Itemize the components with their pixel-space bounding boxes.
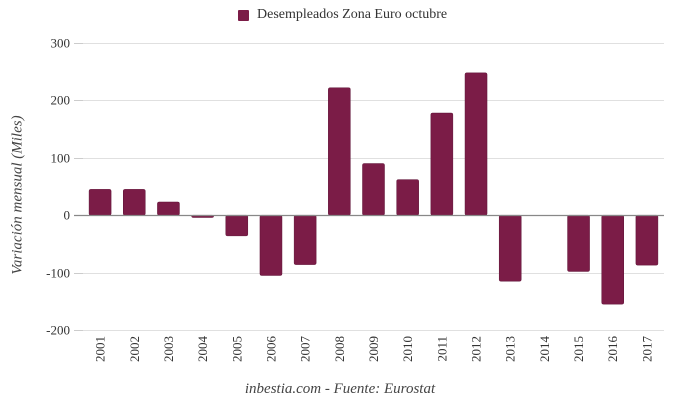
bar-2011[interactable]: [430, 112, 454, 216]
x-tick-label: 2009: [366, 336, 381, 362]
bar-2003[interactable]: [157, 201, 180, 216]
x-axis-ticks: 2001 2002 2003 2004 2005 2006 2007 2008 2009 2010…: [93, 336, 655, 363]
bar-2007[interactable]: [293, 214, 317, 265]
bar-2015[interactable]: [567, 214, 590, 272]
y-tick-label: -100: [46, 266, 70, 281]
y-tick-label: -200: [46, 323, 70, 338]
y-tick-label: 100: [51, 151, 71, 166]
bar-2016[interactable]: [601, 214, 624, 305]
x-tick-label: 2011: [434, 336, 449, 362]
x-tick-label: 2003: [161, 336, 176, 362]
source-footer: inbestia.com - Fuente: Eurostat: [244, 381, 436, 397]
y-tick-label: 0: [64, 208, 71, 223]
x-tick-label: 2017: [639, 336, 654, 363]
y-axis-ticks: -200 -100 0 100 200 300: [46, 36, 83, 338]
bar-2017[interactable]: [635, 214, 659, 266]
bar-2010[interactable]: [396, 179, 419, 216]
bar-2013[interactable]: [498, 214, 522, 282]
x-tick-label: 2016: [605, 336, 620, 363]
bars: [88, 72, 659, 305]
bar-2002[interactable]: [123, 189, 146, 216]
x-tick-label: 2007: [298, 336, 313, 363]
x-tick-label: 2012: [469, 336, 484, 362]
legend[interactable]: Desempleados Zona Euro octubre: [238, 7, 447, 23]
x-tick-label: 2008: [332, 336, 347, 362]
x-tick-label: 2002: [127, 336, 142, 362]
bar-2006[interactable]: [259, 214, 283, 276]
x-tick-label: 2006: [263, 336, 278, 363]
x-tick-label: 2005: [229, 336, 244, 362]
bar-2009[interactable]: [362, 163, 385, 216]
y-tick-label: 300: [51, 36, 71, 51]
gridlines: [83, 43, 664, 331]
bar-2012[interactable]: [464, 72, 488, 216]
legend-label: Desempleados Zona Euro octubre: [257, 7, 448, 22]
x-tick-label: 2014: [537, 336, 552, 363]
y-tick-label: 200: [51, 93, 71, 108]
legend-swatch: [238, 9, 249, 21]
bar-2005[interactable]: [225, 214, 249, 237]
x-tick-label: 2015: [571, 336, 586, 362]
x-tick-label: 2010: [400, 336, 415, 362]
x-tick-label: 2001: [93, 336, 108, 362]
x-tick-label: 2013: [503, 336, 518, 362]
bar-2008[interactable]: [328, 87, 351, 216]
x-tick-label: 2004: [195, 336, 210, 363]
bar-2001[interactable]: [88, 189, 112, 216]
